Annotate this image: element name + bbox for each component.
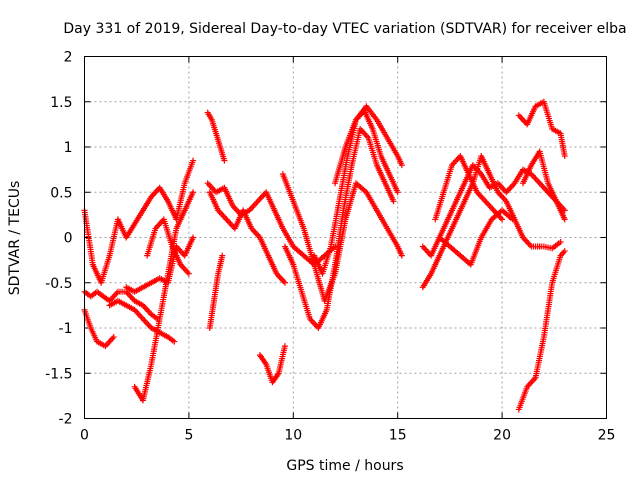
y-tick-label: 1 (64, 140, 73, 156)
axis-ticks: 0 5 10 15 20 25 2 1.5 1 0.5 0 -0.5 -1 -1.5 -2 (45, 50, 615, 444)
series-t23 (519, 148, 568, 223)
data-point (190, 234, 197, 241)
y-tick-label: 0.5 (50, 185, 72, 201)
data-point (219, 252, 226, 259)
data-point (171, 338, 178, 345)
data-point (281, 279, 288, 286)
data-point (398, 162, 405, 169)
data-points (81, 98, 568, 413)
y-tick-label: 2 (64, 50, 73, 66)
x-tick-label: 5 (184, 428, 193, 444)
data-point (561, 216, 568, 223)
series-t9 (204, 180, 339, 268)
series-t14 (281, 125, 397, 331)
series-t1 (81, 157, 197, 286)
series-t4 (106, 297, 178, 345)
data-point (185, 270, 192, 277)
series-t11 (206, 252, 226, 331)
data-point (398, 252, 405, 259)
series-t8 (204, 109, 228, 164)
chart-title: Day 331 of 2019, Sidereal Day-to-day VTE… (63, 21, 626, 37)
series-t17 (419, 162, 568, 259)
data-point (110, 334, 117, 341)
series-t24 (532, 239, 564, 252)
series-t21 (515, 98, 568, 160)
series-t20 (436, 207, 516, 268)
series-t22 (515, 248, 568, 413)
y-tick-label: -0.5 (45, 276, 72, 292)
data-point (557, 239, 564, 246)
data-point (499, 216, 506, 223)
data-point (509, 216, 516, 223)
grid-lines (84, 56, 607, 419)
y-tick-label: -2 (59, 412, 73, 428)
series-t6 (123, 234, 197, 295)
series-t16 (332, 103, 405, 187)
plot-frame (84, 56, 607, 419)
y-axis-label: SDTVAR / TECUs (7, 181, 23, 296)
y-tick-label: 0 (64, 231, 73, 247)
series-t19 (432, 153, 506, 223)
x-tick-label: 0 (80, 428, 89, 444)
x-tick-label: 20 (493, 428, 511, 444)
y-tick-label: -1.5 (45, 366, 72, 382)
series-t7 (144, 216, 192, 277)
y-tick-label: 1.5 (50, 95, 72, 111)
data-point (190, 189, 197, 196)
data-point (281, 343, 288, 350)
series-t12 (256, 343, 288, 386)
x-tick-label: 10 (284, 428, 302, 444)
series-t10 (206, 189, 288, 286)
data-point (190, 157, 197, 164)
data-point (561, 248, 568, 255)
y-tick-label: -1 (59, 321, 73, 337)
data-point (394, 189, 401, 196)
data-point (221, 157, 228, 164)
data-point (561, 153, 568, 160)
data-point (390, 198, 397, 205)
x-tick-label: 15 (389, 428, 407, 444)
series-t15 (311, 107, 401, 277)
x-axis-label: GPS time / hours (286, 458, 403, 474)
x-tick-label: 25 (598, 428, 616, 444)
